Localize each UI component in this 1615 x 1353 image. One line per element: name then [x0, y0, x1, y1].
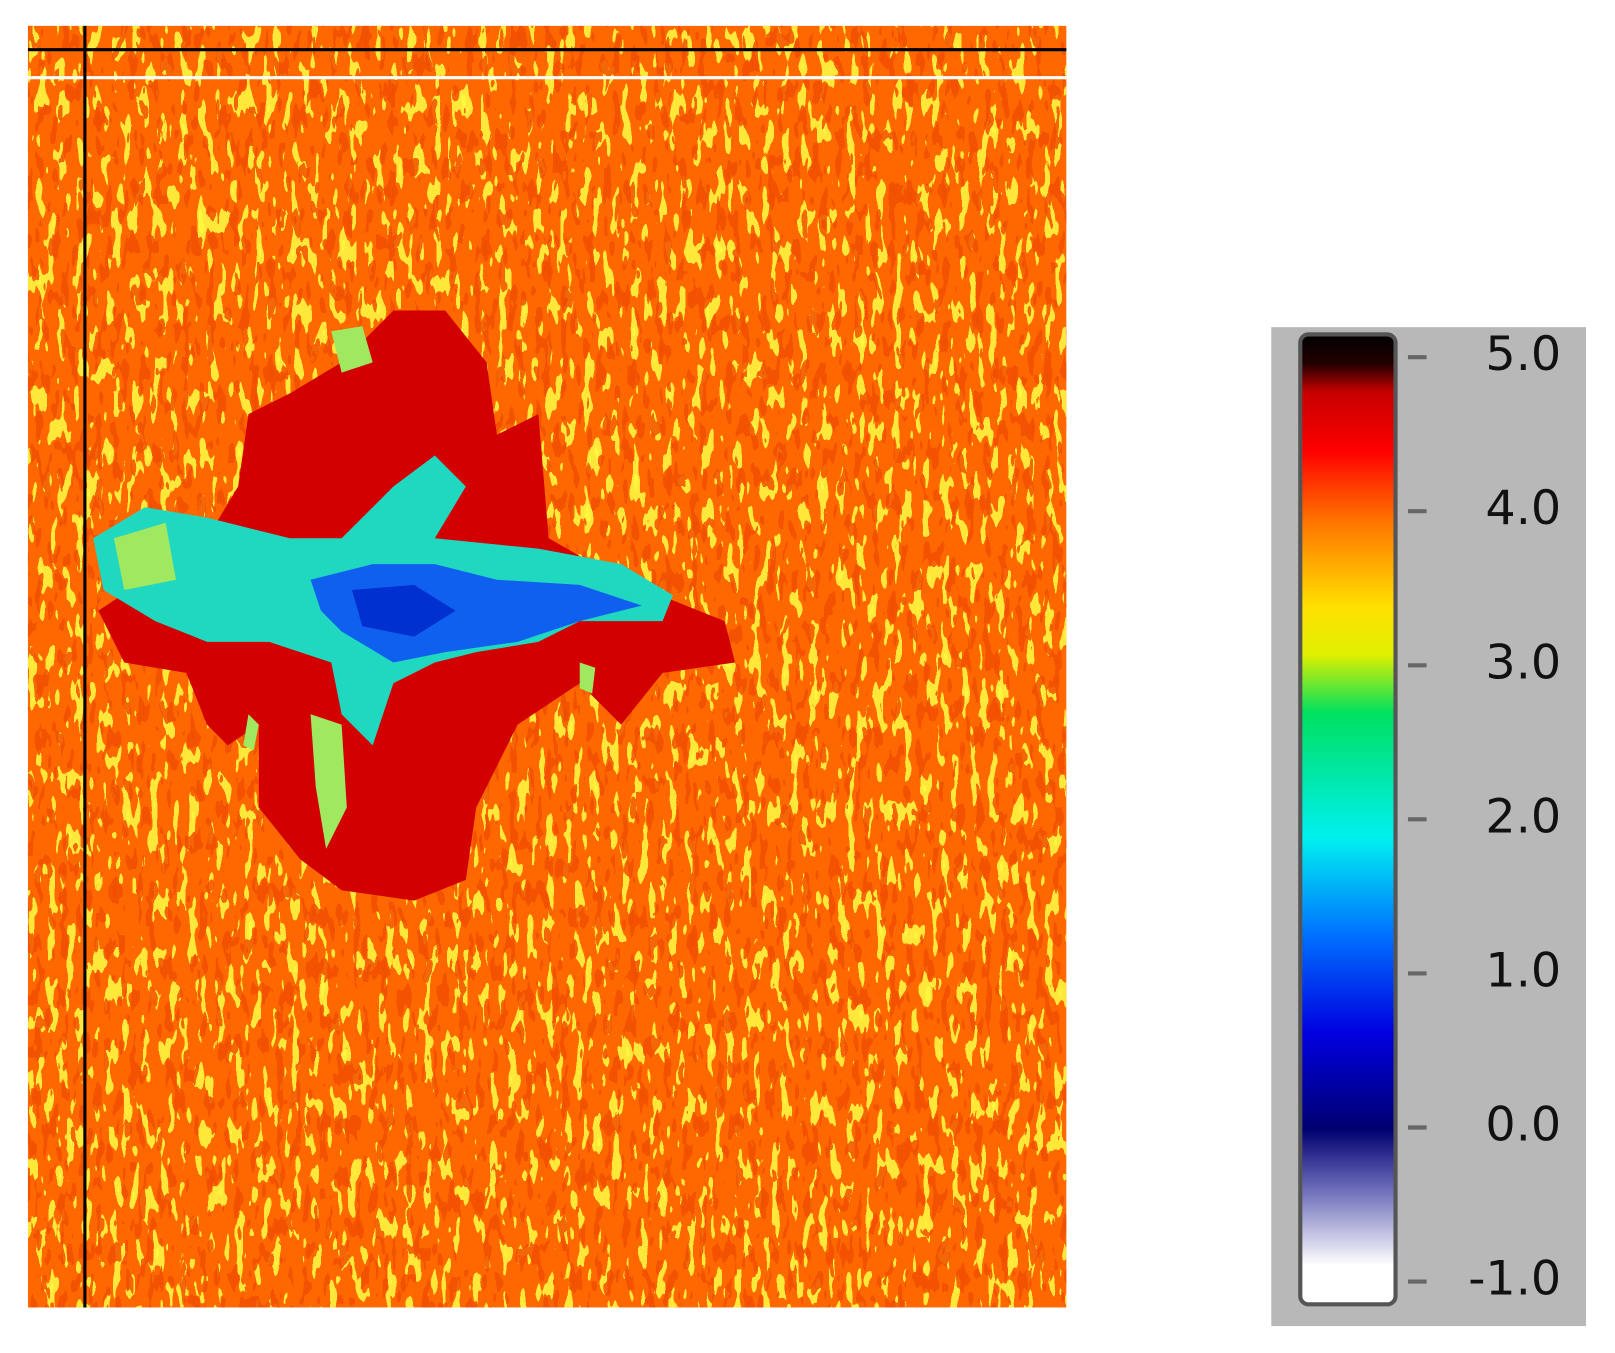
tick-label: 3.0	[1485, 635, 1561, 690]
tick-label: 0.0	[1485, 1098, 1561, 1153]
colorbar: 5.0 4.0 3.0 2.0 1.0 0.0 -1.0	[1271, 327, 1587, 1327]
tick-label: -1.0	[1468, 1252, 1561, 1307]
tick-label: 1.0	[1485, 943, 1561, 998]
scan-image	[27, 25, 1067, 1308]
damage-core	[351, 584, 456, 637]
tick-label: 5.0	[1485, 327, 1561, 382]
colorbar-gradient	[1298, 332, 1398, 1307]
tick-label: 2.0	[1485, 789, 1561, 844]
tick-label: 4.0	[1485, 481, 1561, 536]
